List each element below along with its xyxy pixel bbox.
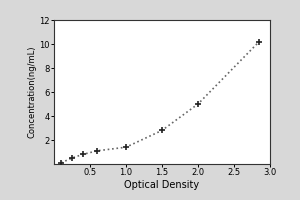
Y-axis label: Concentration(ng/mL): Concentration(ng/mL) [28, 46, 37, 138]
X-axis label: Optical Density: Optical Density [124, 180, 200, 190]
